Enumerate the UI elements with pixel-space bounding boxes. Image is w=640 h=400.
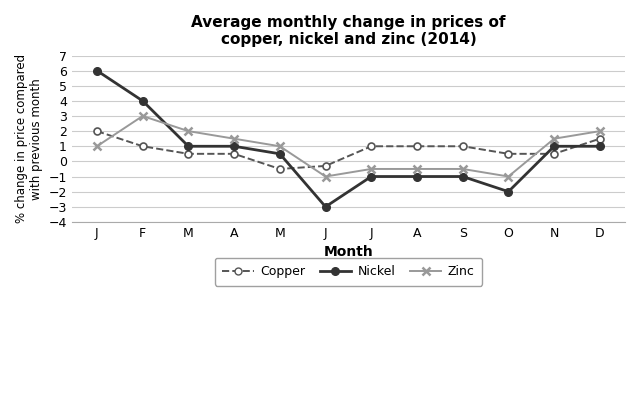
Legend: Copper, Nickel, Zinc: Copper, Nickel, Zinc [215, 258, 482, 286]
X-axis label: Month: Month [324, 245, 373, 259]
Y-axis label: % change in price compared
with previous month: % change in price compared with previous… [15, 54, 43, 223]
Title: Average monthly change in prices of
copper, nickel and zinc (2014): Average monthly change in prices of copp… [191, 15, 506, 47]
